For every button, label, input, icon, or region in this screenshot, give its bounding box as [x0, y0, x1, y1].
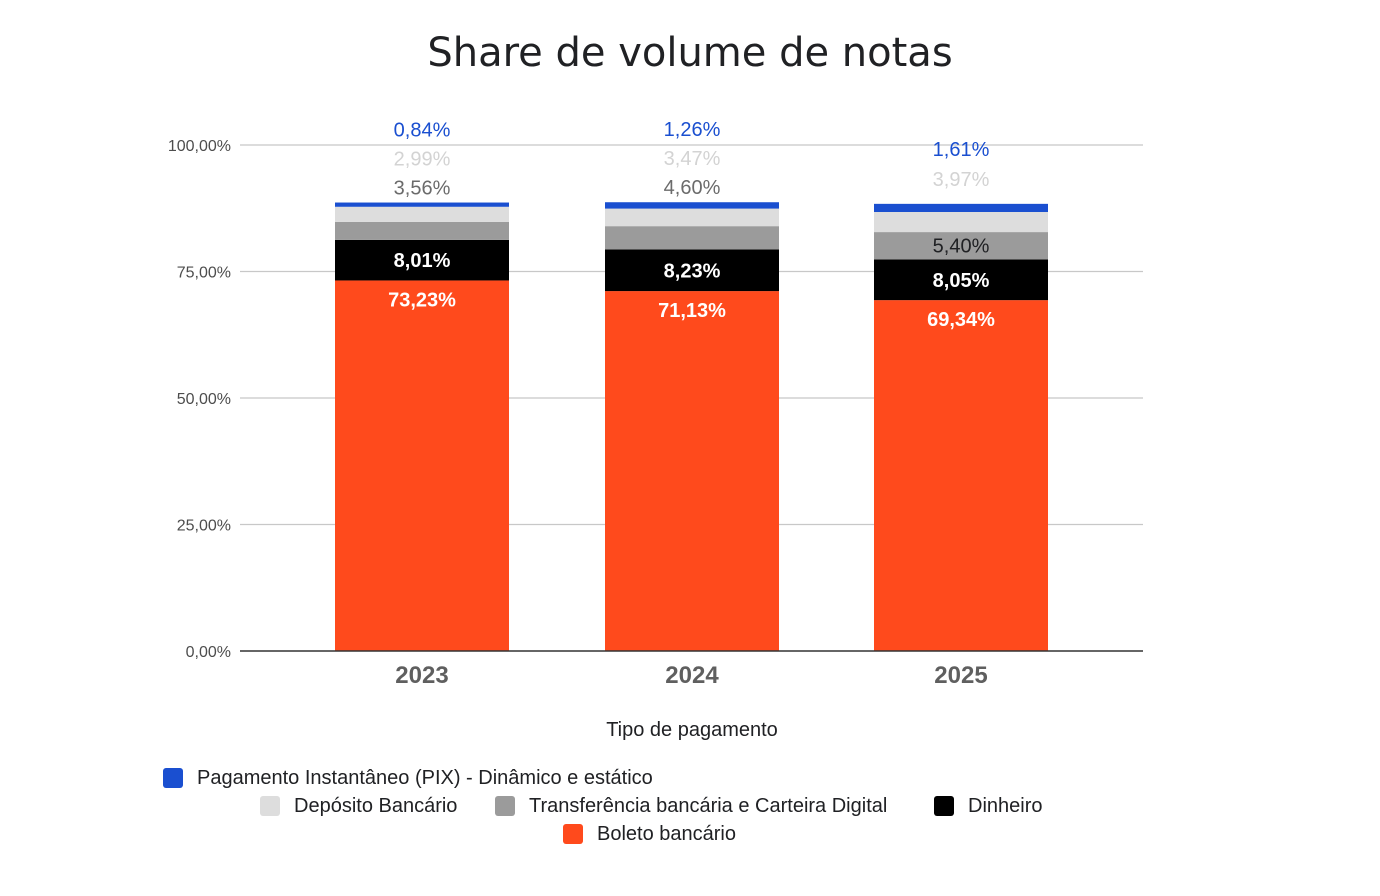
data-label: 3,97%: [933, 169, 990, 191]
data-label: 73,23%: [388, 289, 456, 311]
bar-segment: [335, 239, 509, 281]
bar-segment: [605, 226, 779, 250]
bar-segment: [335, 202, 509, 207]
bar-segment: [874, 300, 1048, 651]
legend-item-transferencia[interactable]: Transferência bancária e Carteira Digita…: [495, 792, 887, 820]
legend-item-dinheiro[interactable]: Dinheiro: [934, 792, 1042, 820]
legend-item-boleto[interactable]: Boleto bancário: [563, 820, 736, 848]
legend-swatch-pix: [163, 768, 183, 788]
legend-label-dinheiro: Dinheiro: [968, 794, 1043, 817]
data-label: 4,60%: [664, 177, 721, 199]
y-tick-label: 50,00%: [177, 391, 231, 408]
legend-swatch-dinheiro: [934, 796, 954, 816]
legend-label-transferencia: Transferência bancária e Carteira Digita…: [529, 794, 888, 817]
bar-segment: [874, 203, 1048, 212]
bar-segment: [874, 211, 1048, 233]
x-tick-label: 2023: [395, 662, 448, 689]
legend-swatch-transferencia: [495, 796, 515, 816]
y-tick-label: 25,00%: [177, 518, 231, 535]
data-label: 1,61%: [933, 139, 990, 161]
data-label: 71,13%: [658, 300, 726, 322]
data-label: 5,40%: [933, 236, 990, 258]
bar-segment: [605, 249, 779, 292]
y-tick-label: 100,00%: [168, 138, 231, 155]
legend-swatch-deposito: [260, 796, 280, 816]
bar-segment: [605, 202, 779, 209]
bar-segment: [874, 232, 1048, 260]
data-label: 3,56%: [394, 178, 451, 200]
y-tick-label: 0,00%: [186, 644, 231, 661]
bar-segment: [874, 259, 1048, 301]
bar-segment: [605, 208, 779, 227]
data-label: 8,01%: [394, 250, 451, 272]
legend-label-boleto: Boleto bancário: [597, 822, 736, 845]
legend-item-pix[interactable]: Pagamento Instantâneo (PIX) - Dinâmico e…: [163, 764, 653, 792]
data-label: 8,23%: [664, 260, 721, 282]
bar-segment: [335, 221, 509, 240]
chart-title: Share de volume de notas: [427, 30, 953, 76]
bar-segment: [605, 291, 779, 651]
legend-row-3: Boleto bancário: [0, 820, 1380, 848]
legend-row-1: Pagamento Instantâneo (PIX) - Dinâmico e…: [0, 764, 1380, 792]
y-tick-label: 75,00%: [177, 265, 231, 282]
data-label: 3,47%: [664, 148, 721, 170]
x-tick-label: 2025: [934, 662, 987, 689]
data-label: 8,05%: [933, 270, 990, 292]
bar-segment: [335, 206, 509, 222]
data-label: 1,26%: [664, 119, 721, 141]
legend-swatch-boleto: [563, 824, 583, 844]
x-tick-label: 2024: [665, 662, 719, 689]
legend-item-deposito[interactable]: Depósito Bancário: [260, 792, 457, 820]
legend-label-deposito: Depósito Bancário: [294, 794, 458, 817]
x-axis-title: Tipo de pagamento: [606, 719, 778, 741]
data-label: 2,99%: [394, 149, 451, 171]
legend-row-2: Depósito Bancário Transferência bancária…: [0, 792, 1380, 820]
data-label: 69,34%: [927, 309, 995, 331]
data-label: 0,84%: [394, 120, 451, 142]
bar-segment: [335, 280, 509, 651]
legend-label-pix: Pagamento Instantâneo (PIX) - Dinâmico e…: [197, 766, 653, 789]
